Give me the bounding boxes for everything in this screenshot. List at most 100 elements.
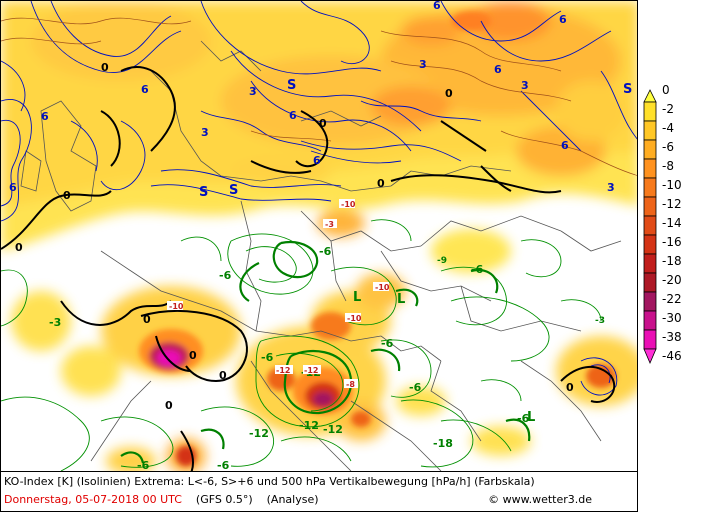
legend-swatch <box>643 272 657 293</box>
extrema-label: -10 <box>341 200 356 209</box>
legend-swatch <box>643 158 657 179</box>
map-label-zero: 0 <box>377 177 385 190</box>
extrema-label: -12 <box>304 366 318 375</box>
legend-value-label: -18 <box>662 254 682 268</box>
map-label-blue: S <box>229 183 238 198</box>
map-label-low: L <box>397 292 405 307</box>
map-label-green: -6 <box>219 269 232 282</box>
color-scale-legend: 0 -2 -4 -6 -8 -10 -12 -14 -16 -18 -20 -22 -30 -38 -46 <box>640 84 704 388</box>
map-label-zero: 0 <box>15 241 23 254</box>
map-label-zero: 0 <box>219 369 227 382</box>
legend-value-label: -4 <box>662 121 674 135</box>
legend-swatch <box>643 234 657 255</box>
extrema-boxes: -10 -3 -10 -10 -12 -8 -12 -10 <box>167 199 390 389</box>
map-label-blue: S <box>623 82 632 97</box>
map-label-green: -12 <box>249 427 269 440</box>
legend-swatch <box>643 120 657 141</box>
extrema-label: -12 <box>276 366 290 375</box>
map-label-green: -12 <box>323 423 343 436</box>
map-label-green: -6 <box>517 412 530 425</box>
legend-value-label: -6 <box>662 140 674 154</box>
legend-swatch <box>643 310 657 331</box>
map-label-green: -6 <box>217 459 230 472</box>
extrema-label: -8 <box>346 380 355 389</box>
ko-neutral-isolines <box>1 17 637 176</box>
map-label-zero: 0 <box>63 189 71 202</box>
extrema-label: -3 <box>325 220 334 229</box>
map-label-zero: 0 <box>319 117 327 130</box>
vertical-motion-field <box>1 1 637 471</box>
legend-value-label: -46 <box>662 349 682 363</box>
map-label-blue: 6 <box>433 1 441 12</box>
legend-value-label: -22 <box>662 292 682 306</box>
legend-value-label: -2 <box>662 102 674 116</box>
legend-value-label: -10 <box>662 178 682 192</box>
legend-value-label: -16 <box>662 235 682 249</box>
legend-value-label: -14 <box>662 216 682 230</box>
extrema-label: -10 <box>375 283 390 292</box>
ko-zero-isolines <box>1 66 616 471</box>
caption-analysis: (Analyse) <box>266 493 319 506</box>
map-label-low: L <box>527 410 535 425</box>
extrema-label: -10 <box>347 314 362 323</box>
map-label-blue: 6 <box>289 109 297 122</box>
map-label-green: -6 <box>261 351 274 364</box>
map-label-blue: 6 <box>494 63 502 76</box>
map-label-green: -6 <box>381 337 394 350</box>
legend-value-label: -20 <box>662 273 682 287</box>
legend-swatch <box>643 101 657 122</box>
map-label-zero: 0 <box>566 381 574 394</box>
legend-swatch <box>643 215 657 236</box>
legend-swatch <box>643 329 657 350</box>
legend-swatch <box>643 89 657 103</box>
map-label-green: -6 <box>319 245 332 258</box>
caption-model: (GFS 0.5°) <box>195 493 253 506</box>
map-label-blue: S <box>199 185 208 200</box>
color-scale-bar <box>643 89 657 365</box>
map-label-green: -6 <box>137 459 150 472</box>
map-label-blue: 6 <box>313 154 321 167</box>
map-label-zero: 0 <box>445 87 453 100</box>
map-label-blue: 6 <box>9 181 17 194</box>
legend-swatch <box>643 291 657 312</box>
map-label-blue: 3 <box>521 79 529 92</box>
map-label-blue: 3 <box>249 85 257 98</box>
map-label-blue: 3 <box>607 181 615 194</box>
map-label-blue: S <box>287 78 296 93</box>
map-label-zero: 0 <box>101 61 109 74</box>
map-label-blue: 6 <box>561 139 569 152</box>
ko-positive-isolines <box>1 1 637 396</box>
map-label-blue: 3 <box>201 126 209 139</box>
caption-copyright: © www.wetter3.de <box>488 493 592 506</box>
legend-swatch <box>643 348 657 365</box>
map-label-low: L <box>353 290 361 305</box>
weather-map: 6 6 6 6 3 3 3 6 6 3 S S S 6 6 S 3 6 -6 -… <box>0 0 638 472</box>
map-label-zero: 0 <box>143 313 151 326</box>
map-label-zero: 0 <box>165 399 173 412</box>
legend-value-label: -8 <box>662 159 674 173</box>
caption-meta: Donnerstag, 05-07-2018 00 UTC (GFS 0.5°) (… <box>4 493 636 506</box>
caption-title: KO-Index [K] (Isolinien) Extrema: L<-6, … <box>4 475 535 488</box>
map-label-blue: 6 <box>41 110 49 123</box>
map-label-green: -9 <box>437 256 447 266</box>
extrema-label: -10 <box>169 302 184 311</box>
map-caption: KO-Index [K] (Isolinien) Extrema: L<-6, … <box>0 472 638 512</box>
map-label-blue: 6 <box>559 13 567 26</box>
map-label-green: -3 <box>595 316 605 326</box>
legend-swatch <box>643 177 657 198</box>
map-canvas: 6 6 6 6 3 3 3 6 6 3 S S S 6 6 S 3 6 -6 -… <box>1 1 637 472</box>
legend-swatch <box>643 253 657 274</box>
map-label-green: -12 <box>299 419 319 432</box>
map-labels: 6 6 6 6 3 3 3 6 6 3 S S S 6 6 S 3 6 -6 -… <box>9 1 632 472</box>
map-label-green: -18 <box>433 437 453 450</box>
legend-value-label: -38 <box>662 330 682 344</box>
map-label-blue: 6 <box>141 83 149 96</box>
legend-value-label: 0 <box>662 83 670 97</box>
legend-value-label: -30 <box>662 311 682 325</box>
legend-swatch <box>643 196 657 217</box>
ko-negative-isolines <box>1 219 602 471</box>
map-label-blue: 3 <box>419 58 427 71</box>
map-label-green: -6 <box>471 263 484 276</box>
caption-date: Donnerstag, 05-07-2018 00 UTC <box>4 493 182 506</box>
map-label-green: -3 <box>49 316 61 329</box>
